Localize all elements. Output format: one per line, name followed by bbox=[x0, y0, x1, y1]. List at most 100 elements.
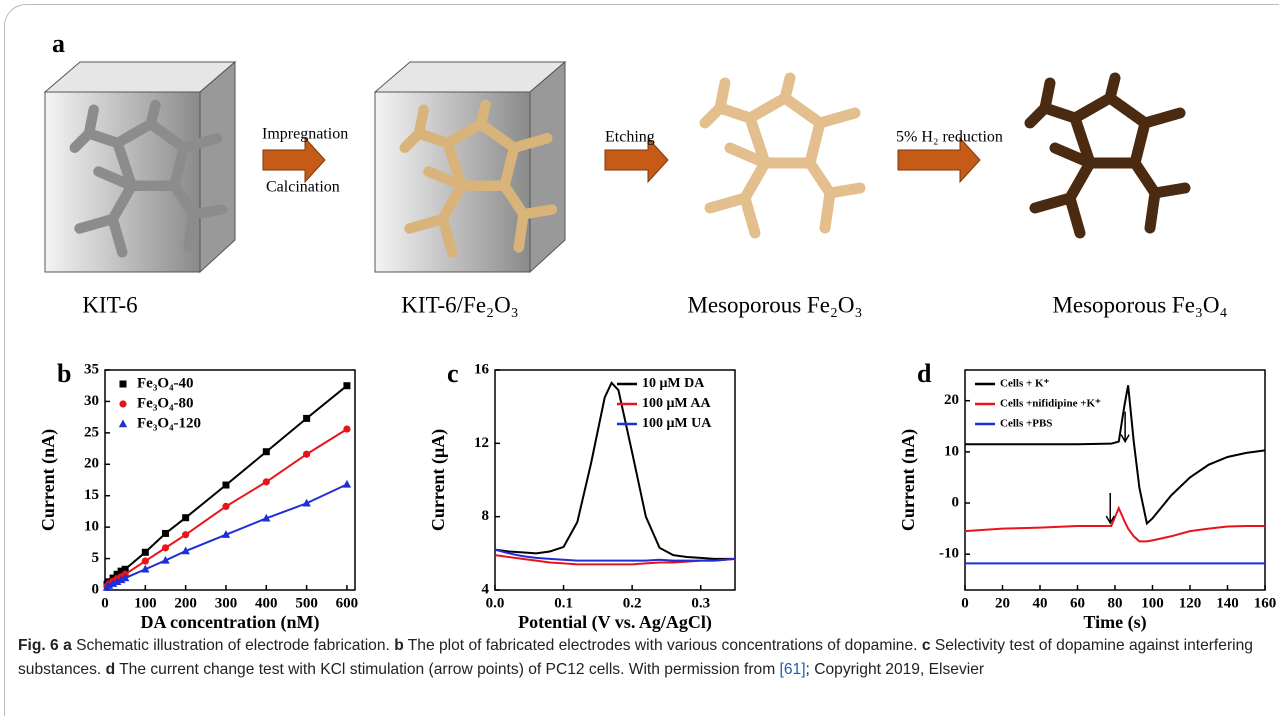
y-tick-label: -10 bbox=[939, 546, 959, 562]
arrow bbox=[263, 138, 325, 182]
x-tick-label: 100 bbox=[134, 595, 157, 611]
cube-kit6 bbox=[45, 62, 235, 272]
x-tick-label: 160 bbox=[1254, 595, 1277, 611]
x-tick-label: 100 bbox=[1141, 595, 1164, 611]
y-axis-label: Current (nA) bbox=[38, 429, 59, 531]
cube-kit6-fe2o3 bbox=[375, 62, 565, 272]
panel-label: c bbox=[447, 359, 459, 388]
y-tick-label: 25 bbox=[84, 424, 99, 440]
figure: a Impregnation Calcination Etching 5% H₂… bbox=[0, 0, 1285, 634]
caption-label: Fig. 6 bbox=[18, 637, 59, 654]
y-tick-label: 10 bbox=[944, 443, 959, 459]
step-label: Impregnation bbox=[262, 126, 348, 143]
marker bbox=[142, 557, 149, 564]
material-label: Mesoporous Fe₃O₄ bbox=[1052, 292, 1227, 317]
y-axis-label: Current (nA) bbox=[898, 429, 919, 531]
caption-key: b bbox=[394, 637, 404, 654]
legend-swatch bbox=[120, 381, 127, 388]
x-tick-label: 0.1 bbox=[554, 595, 573, 611]
y-tick-label: 30 bbox=[84, 393, 99, 409]
marker bbox=[343, 382, 350, 389]
y-tick-label: 0 bbox=[92, 581, 100, 597]
legend-swatch bbox=[119, 400, 126, 407]
caption-key: a bbox=[63, 637, 72, 654]
x-tick-label: 20 bbox=[995, 595, 1010, 611]
x-tick-label: 140 bbox=[1216, 595, 1239, 611]
x-axis-label: Potential (V vs. Ag/AgCl) bbox=[518, 612, 712, 633]
x-axis-label: DA concentration (nM) bbox=[141, 612, 320, 633]
y-tick-label: 5 bbox=[92, 550, 100, 566]
y-tick-label: 12 bbox=[474, 435, 489, 451]
caption-key: d bbox=[106, 661, 116, 678]
x-tick-label: 400 bbox=[255, 595, 278, 611]
marker bbox=[263, 478, 270, 485]
y-tick-label: 8 bbox=[482, 508, 490, 524]
y-tick-label: 35 bbox=[84, 361, 99, 377]
legend-label: Cells +nifidipine +K⁺ bbox=[1000, 398, 1101, 410]
x-tick-label: 80 bbox=[1108, 595, 1123, 611]
caption-text: ; Copyright 2019, Elsevier bbox=[806, 661, 985, 678]
material-label: Mesoporous Fe₂O₃ bbox=[687, 292, 862, 317]
network-fe3o4 bbox=[1030, 78, 1185, 233]
network-fe2o3 bbox=[705, 78, 860, 233]
x-tick-label: 600 bbox=[336, 595, 359, 611]
marker bbox=[222, 482, 229, 489]
marker bbox=[162, 544, 169, 551]
marker bbox=[343, 480, 351, 488]
material-label: KIT-6 bbox=[82, 292, 137, 317]
x-tick-label: 120 bbox=[1179, 595, 1202, 611]
marker bbox=[182, 531, 189, 538]
legend-swatch bbox=[119, 420, 127, 428]
y-tick-label: 16 bbox=[474, 361, 490, 377]
x-tick-label: 0.3 bbox=[691, 595, 710, 611]
panel-label: a bbox=[52, 29, 65, 58]
x-tick-label: 60 bbox=[1070, 595, 1085, 611]
x-tick-label: 0.0 bbox=[486, 595, 505, 611]
stimulus-arrow bbox=[1106, 493, 1114, 523]
x-tick-label: 300 bbox=[215, 595, 238, 611]
y-tick-label: 15 bbox=[84, 487, 99, 503]
step-label: Etching bbox=[605, 129, 655, 146]
legend-label: Cells + K⁺ bbox=[1000, 378, 1050, 390]
caption: Fig. 6 a Schematic illustration of elect… bbox=[18, 634, 1263, 682]
material-label: KIT-6/Fe₂O₃ bbox=[401, 292, 518, 317]
panel-label: d bbox=[917, 359, 932, 388]
y-axis-label: Current (μA) bbox=[428, 429, 449, 531]
legend-label: 10 μM DA bbox=[642, 376, 705, 391]
marker bbox=[162, 530, 169, 537]
marker bbox=[142, 549, 149, 556]
caption-text: The current change test with KCl stimula… bbox=[115, 661, 779, 678]
panel-label: b bbox=[57, 359, 71, 388]
y-tick-label: 0 bbox=[952, 494, 960, 510]
legend-label: Fe₃O₄-80 bbox=[137, 395, 193, 411]
legend-label: Fe₃O₄-120 bbox=[137, 415, 201, 431]
y-tick-label: 4 bbox=[482, 581, 490, 597]
y-tick-label: 10 bbox=[84, 519, 99, 535]
marker bbox=[222, 503, 229, 510]
x-tick-label: 0.2 bbox=[623, 595, 642, 611]
y-tick-label: 20 bbox=[84, 456, 99, 472]
legend-label: Cells +PBS bbox=[1000, 418, 1052, 430]
step-label: 5% H₂ reduction bbox=[896, 129, 1003, 146]
x-tick-label: 200 bbox=[174, 595, 197, 611]
legend-label: 100 μM UA bbox=[642, 416, 712, 431]
marker bbox=[303, 451, 310, 458]
x-tick-label: 500 bbox=[295, 595, 318, 611]
marker bbox=[303, 415, 310, 422]
caption-text: Schematic illustration of electrode fabr… bbox=[72, 637, 394, 654]
x-tick-label: 0 bbox=[101, 595, 109, 611]
series-line bbox=[965, 508, 1265, 541]
legend-label: 100 μM AA bbox=[642, 396, 711, 411]
y-tick-label: 20 bbox=[944, 392, 959, 408]
x-tick-label: 40 bbox=[1033, 595, 1048, 611]
caption-text: The plot of fabricated electrodes with v… bbox=[404, 637, 922, 654]
caption-ref[interactable]: [61] bbox=[780, 661, 806, 678]
x-axis-label: Time (s) bbox=[1083, 612, 1146, 633]
marker bbox=[263, 448, 270, 455]
legend-label: Fe₃O₄-40 bbox=[137, 375, 193, 391]
page: a Impregnation Calcination Etching 5% H₂… bbox=[0, 0, 1285, 724]
step-label: Calcination bbox=[266, 179, 340, 196]
x-tick-label: 0 bbox=[961, 595, 969, 611]
marker bbox=[182, 514, 189, 521]
caption-key: c bbox=[922, 637, 931, 654]
